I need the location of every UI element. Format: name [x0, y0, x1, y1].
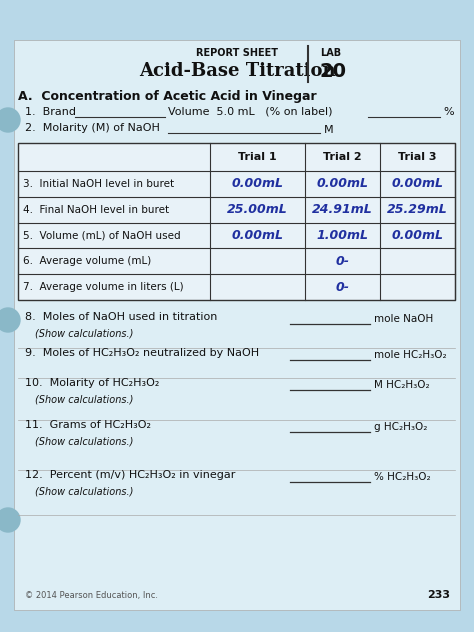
Bar [18, 143, 455, 300]
Text: 8.  Moles of NaOH used in titration: 8. Moles of NaOH used in titration [25, 312, 218, 322]
Text: 233: 233 [427, 590, 450, 600]
Text: Trial 2: Trial 2 [323, 152, 362, 162]
Text: Trial 3: Trial 3 [398, 152, 437, 162]
Text: M HC₂H₃O₂: M HC₂H₃O₂ [374, 380, 429, 390]
Text: (Show calculations.): (Show calculations.) [35, 486, 133, 496]
Text: (Show calculations.): (Show calculations.) [35, 394, 133, 404]
Text: 0.00mL: 0.00mL [392, 229, 444, 242]
Text: A.  Concentration of Acetic Acid in Vinegar: A. Concentration of Acetic Acid in Vineg… [18, 90, 317, 103]
Text: 1.00mL: 1.00mL [317, 229, 368, 242]
Text: 0.00mL: 0.00mL [317, 178, 368, 190]
Circle shape [0, 308, 20, 332]
Text: LAB: LAB [320, 48, 341, 58]
Text: 25.29mL: 25.29mL [387, 204, 448, 216]
Text: 0-: 0- [336, 281, 349, 294]
Text: (Show calculations.): (Show calculations.) [35, 328, 133, 338]
Circle shape [0, 508, 20, 532]
Text: 2.  Molarity (M) of NaOH: 2. Molarity (M) of NaOH [25, 123, 160, 133]
Text: 6.  Average volume (mL): 6. Average volume (mL) [23, 257, 151, 266]
Text: Trial 1: Trial 1 [238, 152, 277, 162]
Text: 5.  Volume (mL) of NaOH used: 5. Volume (mL) of NaOH used [23, 231, 181, 241]
Text: 7.  Average volume in liters (L): 7. Average volume in liters (L) [23, 282, 183, 292]
Text: mole NaOH: mole NaOH [374, 314, 433, 324]
Text: 1.  Brand: 1. Brand [25, 107, 76, 117]
Text: 0.00mL: 0.00mL [231, 229, 283, 242]
Text: 24.91mL: 24.91mL [312, 204, 373, 216]
Text: REPORT SHEET: REPORT SHEET [196, 48, 278, 58]
Text: 10.  Molarity of HC₂H₃O₂: 10. Molarity of HC₂H₃O₂ [25, 378, 159, 388]
Text: 25.00mL: 25.00mL [227, 204, 288, 216]
Circle shape [0, 108, 20, 132]
Text: Volume  5.0 mL   (% on label): Volume 5.0 mL (% on label) [168, 107, 332, 117]
Text: 3.  Initial NaOH level in buret: 3. Initial NaOH level in buret [23, 179, 174, 189]
Text: g HC₂H₃O₂: g HC₂H₃O₂ [374, 422, 428, 432]
Text: 12.  Percent (m/v) HC₂H₃O₂ in vinegar: 12. Percent (m/v) HC₂H₃O₂ in vinegar [25, 470, 236, 480]
Text: 20: 20 [320, 62, 347, 81]
Text: 4.  Final NaOH level in buret: 4. Final NaOH level in buret [23, 205, 169, 215]
Text: 0.00mL: 0.00mL [392, 178, 444, 190]
Text: Acid-Base Titration: Acid-Base Titration [139, 62, 335, 80]
Text: % HC₂H₃O₂: % HC₂H₃O₂ [374, 472, 430, 482]
Text: M: M [324, 125, 334, 135]
Text: mole HC₂H₃O₂: mole HC₂H₃O₂ [374, 350, 447, 360]
Text: (Show calculations.): (Show calculations.) [35, 436, 133, 446]
Text: 0-: 0- [336, 255, 349, 268]
Text: © 2014 Pearson Education, Inc.: © 2014 Pearson Education, Inc. [25, 591, 158, 600]
Text: 11.  Grams of HC₂H₃O₂: 11. Grams of HC₂H₃O₂ [25, 420, 151, 430]
Text: 9.  Moles of HC₂H₃O₂ neutralized by NaOH: 9. Moles of HC₂H₃O₂ neutralized by NaOH [25, 348, 259, 358]
Text: 0.00mL: 0.00mL [231, 178, 283, 190]
Text: %: % [443, 107, 454, 117]
